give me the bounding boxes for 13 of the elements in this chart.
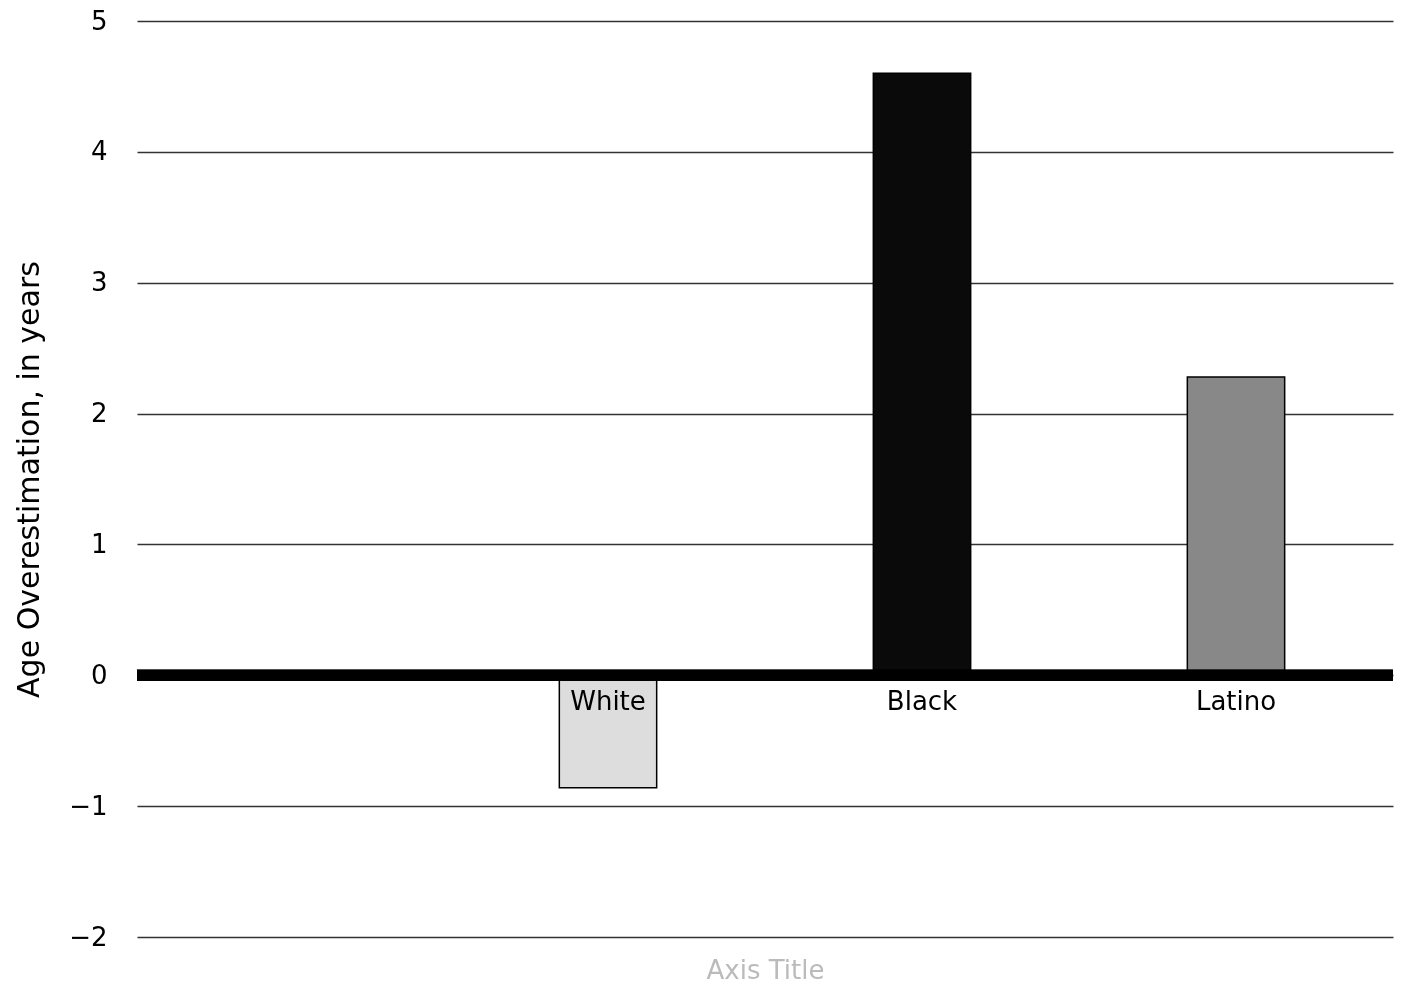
x-axis-title: Axis Title <box>706 954 825 985</box>
x-tick-label: Black <box>886 686 958 717</box>
y-tick-label: −1 <box>69 790 108 821</box>
y-tick-label: 2 <box>90 398 108 429</box>
y-tick-label: 0 <box>90 659 108 690</box>
x-tick-label: White <box>570 686 646 717</box>
x-tick-label: Latino <box>1195 686 1277 717</box>
y-tick-label: −2 <box>69 921 108 952</box>
y-tick-label: 1 <box>90 528 108 559</box>
y-tick-label: 4 <box>90 136 108 167</box>
y-tick-label: 5 <box>90 5 108 36</box>
y-axis-title: Age Overestimation, in years <box>11 261 47 698</box>
y-tick-label: 3 <box>90 267 108 298</box>
